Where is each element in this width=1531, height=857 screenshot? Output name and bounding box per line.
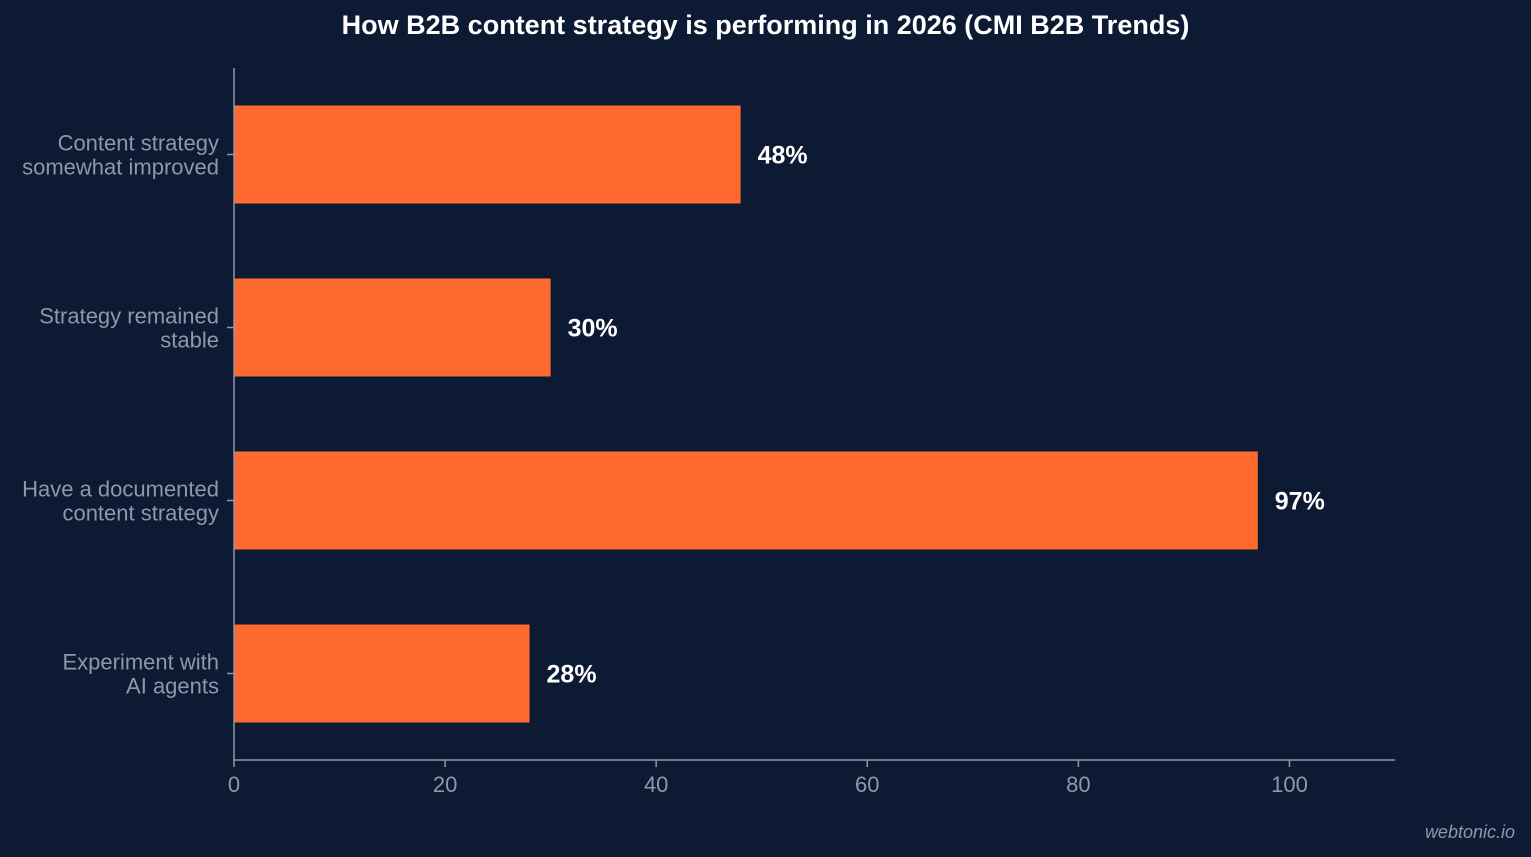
x-tick-label: 100 [1271,772,1308,797]
y-tick-label: Strategy remained [39,304,219,329]
y-tick-label: AI agents [126,674,219,699]
data-label: 30% [568,315,618,343]
y-tick-label: content strategy [62,501,219,526]
x-tick-label: 0 [228,772,240,797]
bar [234,105,741,204]
data-label: 97% [1275,488,1325,516]
x-tick-label: 60 [855,772,879,797]
y-tick-label: Experiment with [62,650,219,675]
y-tick-label: Have a documented [22,477,219,502]
y-tick-label: Content strategy [58,131,219,156]
chart-title: How B2B content strategy is performing i… [341,10,1190,40]
y-tick-label: somewhat improved [22,155,219,180]
watermark: webtonic.io [1424,822,1515,842]
bar [234,278,551,377]
y-tick-label: stable [160,328,219,353]
data-label: 28% [547,661,597,689]
bar [234,451,1258,550]
axes-layer [227,68,1395,767]
x-tick-label: 20 [433,772,457,797]
x-tick-label: 40 [644,772,668,797]
data-label: 48% [758,142,808,170]
x-tick-label: 80 [1066,772,1090,797]
bars-layer [234,105,1258,723]
bar [234,624,530,723]
